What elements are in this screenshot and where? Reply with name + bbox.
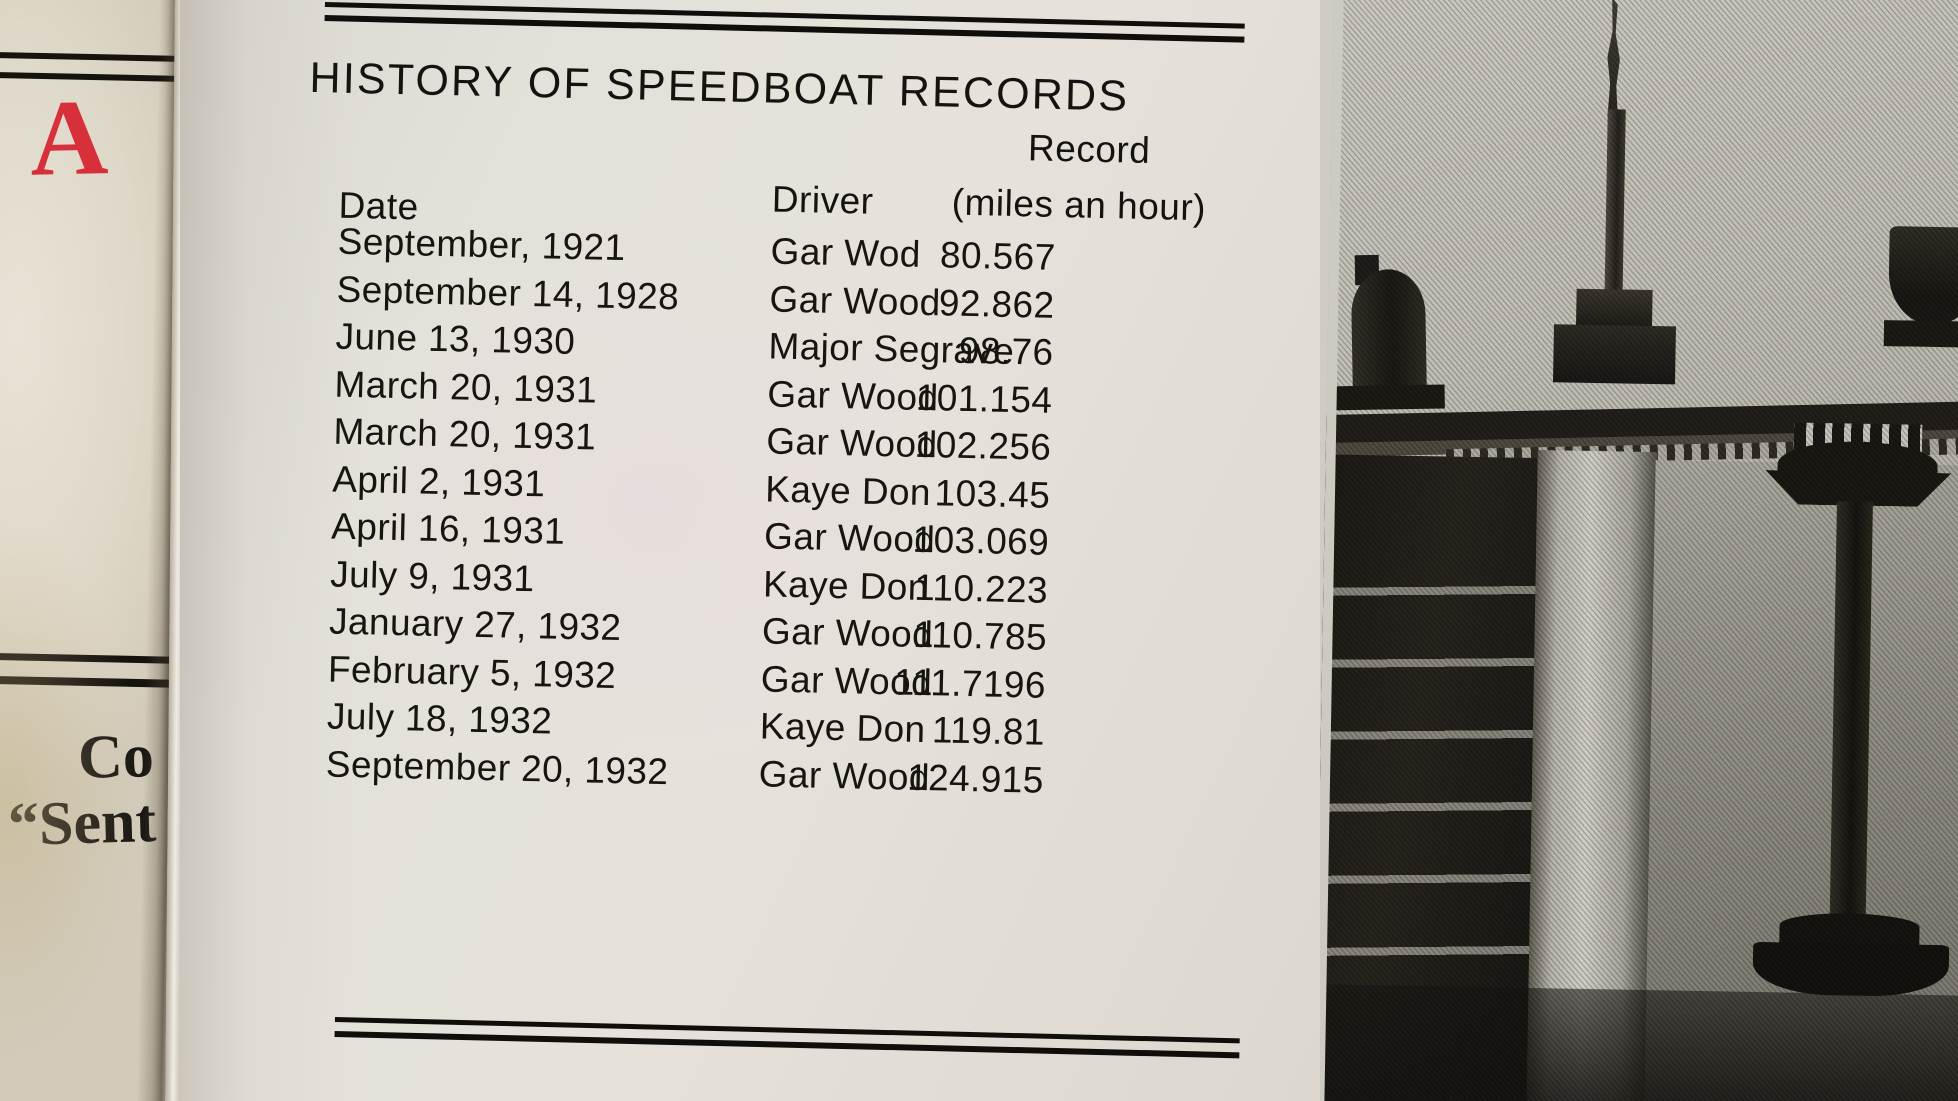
cell-record: 101.154: [915, 376, 1053, 421]
cell-date: January 27, 1932: [328, 600, 622, 649]
column-header-record-unit: (miles an hour): [951, 181, 1207, 229]
cell-driver: Gar Wod: [770, 230, 922, 275]
cell-date: July 9, 1931: [329, 553, 535, 599]
candelabra-stem: [1829, 501, 1873, 922]
cell-date: September 20, 1932: [325, 742, 669, 792]
page-title: HISTORY OF SPEEDBOAT RECORDS: [309, 53, 1130, 121]
table-row: March 20, 1931 Gar Wood 102.256: [181, 407, 1320, 480]
table-row: September, 1921 Gar Wod 80.567: [185, 217, 1320, 290]
cell-record: 92.862: [938, 281, 1055, 326]
table-row: July 9, 1931 Kaye Don 110.223: [180, 550, 1318, 623]
cell-date: July 18, 1932: [326, 695, 553, 742]
column-header-driver: Driver: [771, 178, 874, 222]
table-row: September 14, 1928 Gar Wood 92.862: [184, 265, 1320, 338]
cell-date: March 20, 1931: [333, 410, 597, 458]
photo-bottom-shadow: [1320, 984, 1958, 1101]
urn-trophy: [1350, 268, 1427, 399]
cell-driver: Gar Wood: [766, 372, 940, 418]
table-row: March 20, 1931 Gar Wood 101.154: [182, 360, 1320, 433]
column-header-date: Date: [338, 184, 420, 228]
left-page-text-fragment-sent: “Sent: [7, 786, 158, 860]
cell-date: February 5, 1932: [327, 648, 617, 696]
urn-trophy-base: [1332, 384, 1445, 411]
cup-trophy-base: [1883, 320, 1958, 348]
cell-driver: Gar Wood: [758, 752, 931, 798]
cell-driver: Gar Wood: [765, 420, 938, 466]
cell-record: 124.915: [906, 756, 1045, 801]
table-row: February 5, 1932 Gar Wood 111.7196: [180, 645, 1316, 718]
cell-date: March 20, 1931: [334, 363, 598, 411]
cell-driver: Gar Wood: [763, 515, 936, 561]
table-row: January 27, 1932 Gar Wood 110.785: [180, 597, 1317, 670]
cell-driver: Kaye Don: [762, 562, 930, 608]
cell-date: June 13, 1930: [335, 315, 576, 363]
cell-driver: Kaye Don: [759, 705, 927, 751]
cell-driver: Gar Wood: [769, 277, 942, 323]
trophy-photograph: [1320, 0, 1958, 1101]
cell-driver: Gar Wood: [761, 610, 934, 656]
table-body: September, 1921 Gar Wod 80.567 September…: [180, 217, 1320, 813]
trophy-statue-base: [1575, 288, 1653, 329]
cell-date: September, 1921: [337, 220, 627, 269]
trophy-statue-column: [1604, 109, 1626, 295]
table-top-double-rule: [324, 2, 1245, 64]
cell-driver: Kaye Don: [764, 467, 932, 513]
table-bottom-double-rule: [334, 1017, 1240, 1078]
cell-record: 110.785: [912, 613, 1048, 658]
cell-date: April 2, 1931: [331, 458, 546, 504]
cell-record: 110.223: [913, 566, 1049, 611]
table-row: September 20, 1932 Gar Wood 124.915: [180, 740, 1314, 813]
cell-record: 98.76: [958, 329, 1054, 373]
table-row: April 16, 1931 Gar Wood 103.069: [180, 502, 1320, 575]
table-row: June 13, 1930 Major Segrave 98.76: [183, 312, 1320, 385]
cell-record: 80.567: [939, 234, 1057, 278]
trophy-statue-plinth: [1552, 324, 1676, 385]
drop-cap-letter: A: [28, 78, 110, 199]
table-row: July 18, 1932 Kaye Don 119.81: [180, 692, 1315, 765]
cell-record: 111.7196: [893, 660, 1047, 706]
cell-record: 119.81: [931, 709, 1046, 753]
records-table: HISTORY OF SPEEDBOAT RECORDS Record Date…: [180, 0, 1320, 1101]
cell-date: April 16, 1931: [330, 505, 566, 552]
table-row: April 2, 1931 Kaye Don 103.45: [180, 455, 1320, 528]
speedboat-records-page: HISTORY OF SPEEDBOAT RECORDS Record Date…: [180, 0, 1320, 1101]
column-header-record: Record: [1027, 127, 1151, 172]
cell-record: 103.45: [934, 471, 1051, 516]
cell-record: 102.256: [914, 423, 1052, 468]
cell-driver: Gar Wood: [760, 657, 933, 703]
cell-date: September 14, 1928: [336, 268, 680, 317]
surround-moulding-bands: [1320, 544, 1540, 1019]
cell-record: 103.069: [912, 518, 1050, 563]
cell-driver: Major Segrave: [768, 325, 1015, 372]
